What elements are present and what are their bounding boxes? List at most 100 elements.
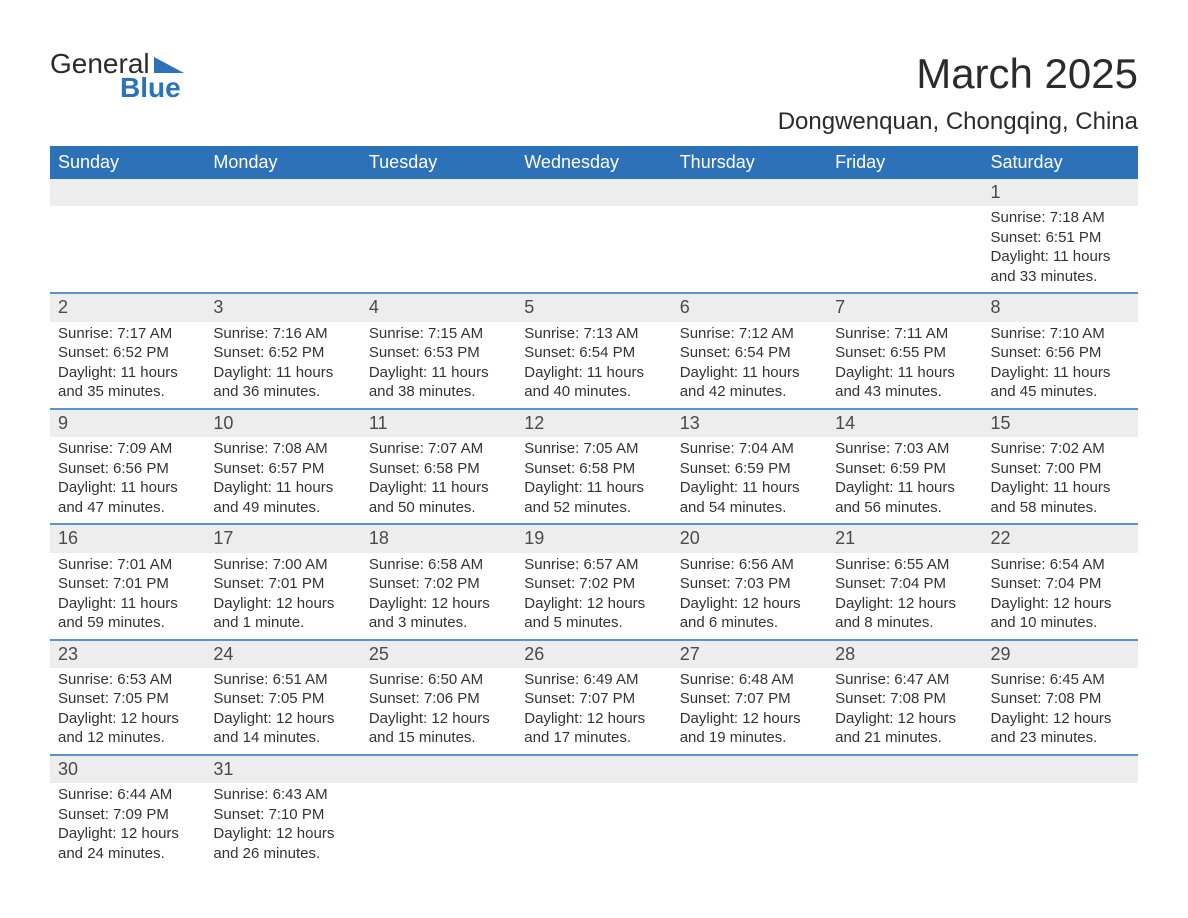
day-d2: and 21 minutes. [835,728,974,748]
day-d2: and 43 minutes. [835,382,974,402]
day-d1: Daylight: 12 hours [991,709,1130,729]
day-d1: Daylight: 12 hours [213,824,352,844]
day-detail-cell: Sunrise: 6:51 AMSunset: 7:05 PMDaylight:… [205,668,360,755]
calendar-table: SundayMondayTuesdayWednesdayThursdayFrid… [50,146,1138,869]
day-sr: Sunrise: 7:18 AM [991,208,1130,228]
day-ss: Sunset: 7:06 PM [369,689,508,709]
dayname-tuesday: Tuesday [361,146,516,179]
day-sr: Sunrise: 6:48 AM [680,670,819,690]
day-detail-cell: Sunrise: 7:00 AMSunset: 7:01 PMDaylight:… [205,553,360,640]
day-number-cell: 10 [205,409,360,437]
day-number-cell [983,755,1138,783]
day-number: 18 [361,525,516,552]
day-number-cell: 24 [205,640,360,668]
day-detail: Sunrise: 7:18 AMSunset: 6:51 PMDaylight:… [983,206,1138,292]
day-ss: Sunset: 6:56 PM [58,459,197,479]
day-detail: Sunrise: 7:02 AMSunset: 7:00 PMDaylight:… [983,437,1138,523]
week-detail-row: Sunrise: 7:18 AMSunset: 6:51 PMDaylight:… [50,206,1138,293]
day-number: 31 [205,756,360,783]
day-number-cell [205,179,360,206]
day-detail-cell: Sunrise: 6:45 AMSunset: 7:08 PMDaylight:… [983,668,1138,755]
day-d1: Daylight: 12 hours [680,709,819,729]
day-number: 5 [516,294,671,321]
day-ss: Sunset: 6:55 PM [835,343,974,363]
day-detail: Sunrise: 6:53 AMSunset: 7:05 PMDaylight:… [50,668,205,754]
day-d2: and 17 minutes. [524,728,663,748]
day-detail-cell: Sunrise: 6:47 AMSunset: 7:08 PMDaylight:… [827,668,982,755]
day-d1: Daylight: 11 hours [991,247,1130,267]
day-d1: Daylight: 11 hours [835,363,974,383]
month-title: March 2025 [778,50,1138,98]
day-d1: Daylight: 11 hours [369,478,508,498]
day-detail-cell: Sunrise: 7:13 AMSunset: 6:54 PMDaylight:… [516,322,671,409]
day-number-cell: 28 [827,640,982,668]
day-detail-cell: Sunrise: 6:55 AMSunset: 7:04 PMDaylight:… [827,553,982,640]
day-number-cell [50,179,205,206]
day-sr: Sunrise: 7:00 AM [213,555,352,575]
day-sr: Sunrise: 7:03 AM [835,439,974,459]
dayname-thursday: Thursday [672,146,827,179]
day-ss: Sunset: 6:52 PM [213,343,352,363]
day-sr: Sunrise: 6:54 AM [991,555,1130,575]
day-number: 1 [983,179,1138,206]
day-detail: Sunrise: 6:54 AMSunset: 7:04 PMDaylight:… [983,553,1138,639]
day-d1: Daylight: 12 hours [369,709,508,729]
day-sr: Sunrise: 6:49 AM [524,670,663,690]
day-d1: Daylight: 11 hours [835,478,974,498]
week-daynum-row: 2345678 [50,293,1138,321]
day-number: 14 [827,410,982,437]
day-number: 17 [205,525,360,552]
day-d2: and 1 minute. [213,613,352,633]
day-detail: Sunrise: 6:49 AMSunset: 7:07 PMDaylight:… [516,668,671,754]
day-sr: Sunrise: 7:10 AM [991,324,1130,344]
day-detail: Sunrise: 7:07 AMSunset: 6:58 PMDaylight:… [361,437,516,523]
day-number-cell [672,179,827,206]
day-number-cell: 19 [516,524,671,552]
day-sr: Sunrise: 7:15 AM [369,324,508,344]
day-detail-cell: Sunrise: 7:08 AMSunset: 6:57 PMDaylight:… [205,437,360,524]
day-number: 2 [50,294,205,321]
day-ss: Sunset: 7:01 PM [213,574,352,594]
day-d2: and 19 minutes. [680,728,819,748]
day-number: 13 [672,410,827,437]
day-d2: and 35 minutes. [58,382,197,402]
day-d2: and 14 minutes. [213,728,352,748]
day-number: 12 [516,410,671,437]
day-detail: Sunrise: 7:10 AMSunset: 6:56 PMDaylight:… [983,322,1138,408]
day-d1: Daylight: 11 hours [213,478,352,498]
day-sr: Sunrise: 7:17 AM [58,324,197,344]
day-number-cell: 2 [50,293,205,321]
day-detail-cell: Sunrise: 7:02 AMSunset: 7:00 PMDaylight:… [983,437,1138,524]
day-detail: Sunrise: 6:43 AMSunset: 7:10 PMDaylight:… [205,783,360,869]
day-detail: Sunrise: 6:56 AMSunset: 7:03 PMDaylight:… [672,553,827,639]
day-d2: and 6 minutes. [680,613,819,633]
day-number: 15 [983,410,1138,437]
day-number-cell: 14 [827,409,982,437]
day-sr: Sunrise: 7:12 AM [680,324,819,344]
day-ss: Sunset: 6:52 PM [58,343,197,363]
day-d2: and 54 minutes. [680,498,819,518]
day-number-cell: 11 [361,409,516,437]
day-d1: Daylight: 11 hours [524,478,663,498]
day-detail: Sunrise: 7:13 AMSunset: 6:54 PMDaylight:… [516,322,671,408]
day-ss: Sunset: 6:58 PM [369,459,508,479]
day-number-cell: 9 [50,409,205,437]
day-d2: and 58 minutes. [991,498,1130,518]
day-ss: Sunset: 6:56 PM [991,343,1130,363]
day-sr: Sunrise: 7:02 AM [991,439,1130,459]
day-sr: Sunrise: 7:04 AM [680,439,819,459]
day-d2: and 24 minutes. [58,844,197,864]
day-detail-cell: Sunrise: 6:58 AMSunset: 7:02 PMDaylight:… [361,553,516,640]
week-detail-row: Sunrise: 7:01 AMSunset: 7:01 PMDaylight:… [50,553,1138,640]
day-detail: Sunrise: 6:45 AMSunset: 7:08 PMDaylight:… [983,668,1138,754]
day-d2: and 56 minutes. [835,498,974,518]
day-number-cell: 1 [983,179,1138,206]
day-d2: and 23 minutes. [991,728,1130,748]
day-detail-cell: Sunrise: 7:16 AMSunset: 6:52 PMDaylight:… [205,322,360,409]
day-number-cell: 15 [983,409,1138,437]
day-number-cell: 29 [983,640,1138,668]
day-sr: Sunrise: 6:55 AM [835,555,974,575]
day-detail: Sunrise: 7:01 AMSunset: 7:01 PMDaylight:… [50,553,205,639]
day-number-cell [827,755,982,783]
day-detail: Sunrise: 7:09 AMSunset: 6:56 PMDaylight:… [50,437,205,523]
